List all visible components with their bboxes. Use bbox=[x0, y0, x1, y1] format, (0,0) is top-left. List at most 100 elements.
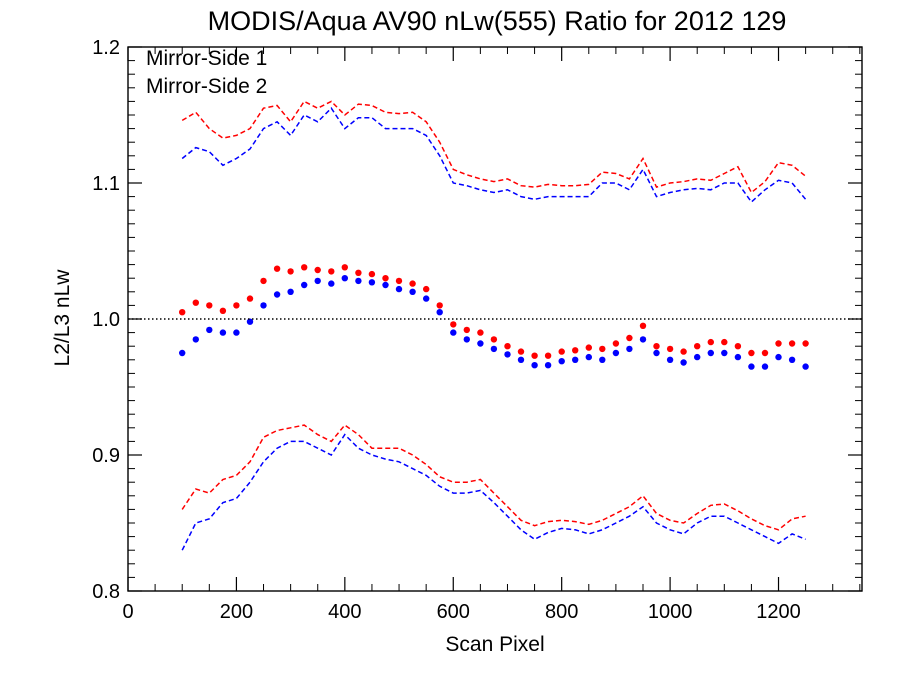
x-tick-label: 400 bbox=[328, 601, 361, 623]
series-line-mirror-side-2-lower bbox=[181, 424, 806, 531]
series-layer bbox=[179, 100, 809, 551]
data-point bbox=[680, 348, 687, 355]
data-point bbox=[531, 362, 538, 369]
data-point bbox=[273, 265, 281, 272]
data-point bbox=[246, 295, 254, 302]
y-tick-label: 1.1 bbox=[92, 173, 120, 195]
axis-layer: 0 200 400 600 800 1000 1200 0.8 0.9 1.0 1.1 1.2 bbox=[92, 37, 863, 623]
y-tick-label: 0.8 bbox=[92, 581, 120, 603]
data-point bbox=[517, 348, 525, 355]
data-point bbox=[802, 340, 809, 347]
data-point bbox=[626, 334, 633, 342]
data-point bbox=[301, 281, 308, 289]
data-point bbox=[409, 288, 416, 295]
data-point bbox=[572, 356, 579, 363]
y-axis-label: L2/L3 nLw bbox=[51, 269, 74, 367]
data-point bbox=[504, 343, 511, 350]
data-point bbox=[450, 321, 457, 328]
data-point bbox=[721, 349, 728, 357]
legend-item-mirror-side-2: Mirror-Side 2 bbox=[146, 75, 267, 98]
data-point bbox=[287, 268, 294, 275]
data-point bbox=[219, 329, 227, 336]
data-point bbox=[653, 343, 660, 350]
data-point bbox=[802, 363, 809, 370]
data-point bbox=[273, 291, 281, 298]
data-point bbox=[436, 309, 443, 316]
data-point bbox=[423, 285, 430, 293]
data-point bbox=[517, 356, 525, 363]
data-point bbox=[490, 345, 498, 353]
data-point bbox=[721, 338, 728, 346]
data-point bbox=[599, 356, 606, 363]
data-point bbox=[260, 277, 267, 285]
data-point bbox=[246, 318, 254, 325]
data-point bbox=[653, 349, 660, 357]
data-point bbox=[355, 277, 362, 285]
data-point bbox=[409, 280, 416, 287]
data-point bbox=[599, 345, 606, 353]
plot-frame bbox=[127, 46, 863, 592]
data-point bbox=[477, 340, 484, 347]
data-point bbox=[395, 285, 403, 293]
data-point bbox=[301, 264, 308, 271]
legend: Mirror-Side 1 Mirror-Side 2 bbox=[146, 47, 267, 98]
data-point bbox=[612, 349, 620, 357]
data-point bbox=[490, 336, 498, 343]
data-point bbox=[355, 269, 362, 276]
series-points-mirror-side-2 bbox=[179, 264, 809, 359]
data-point bbox=[233, 302, 240, 309]
data-point bbox=[423, 295, 430, 302]
data-point bbox=[179, 349, 186, 357]
data-point bbox=[694, 353, 701, 361]
data-point bbox=[260, 302, 267, 309]
data-point bbox=[504, 351, 511, 358]
x-tick-label: 0 bbox=[122, 601, 133, 623]
data-point bbox=[368, 279, 376, 286]
data-point bbox=[666, 356, 674, 363]
data-point bbox=[368, 270, 376, 278]
data-point bbox=[558, 348, 565, 355]
data-point bbox=[206, 326, 213, 334]
data-point bbox=[734, 353, 742, 361]
data-point bbox=[544, 352, 552, 359]
data-point bbox=[206, 302, 213, 309]
data-point bbox=[531, 352, 538, 359]
data-point bbox=[287, 288, 294, 295]
data-point bbox=[734, 343, 742, 350]
series-points-mirror-side-1 bbox=[179, 275, 809, 370]
data-point bbox=[382, 275, 389, 282]
data-point bbox=[450, 329, 457, 336]
data-point bbox=[179, 309, 186, 316]
y-tick-label: 1.0 bbox=[92, 309, 120, 331]
data-point bbox=[748, 363, 755, 370]
data-point bbox=[219, 307, 227, 314]
data-point bbox=[341, 264, 348, 271]
x-axis-label: Scan Pixel bbox=[445, 633, 544, 656]
data-point bbox=[233, 329, 240, 336]
x-tick-label: 1200 bbox=[756, 601, 801, 623]
data-point bbox=[748, 349, 755, 357]
data-point bbox=[192, 299, 199, 306]
data-point bbox=[463, 326, 470, 334]
data-point bbox=[775, 340, 782, 347]
data-point bbox=[585, 344, 592, 351]
data-point bbox=[558, 358, 565, 365]
y-tick-label: 0.9 bbox=[92, 445, 120, 467]
data-point bbox=[463, 336, 470, 343]
data-point bbox=[395, 277, 403, 285]
data-point bbox=[639, 322, 647, 329]
data-point bbox=[314, 277, 321, 285]
data-point bbox=[761, 363, 769, 370]
data-point bbox=[477, 329, 484, 336]
y-tick-label: 1.2 bbox=[92, 37, 120, 59]
data-point bbox=[585, 353, 592, 361]
data-point bbox=[707, 349, 714, 357]
data-point bbox=[192, 336, 199, 343]
chart-title: MODIS/Aqua AV90 nLw(555) Ratio for 2012 … bbox=[208, 6, 787, 36]
data-point bbox=[639, 336, 647, 343]
series-line-mirror-side-2-upper bbox=[181, 100, 807, 194]
data-point bbox=[341, 275, 348, 282]
series-line-mirror-side-1-upper bbox=[181, 107, 807, 204]
data-point bbox=[761, 349, 769, 357]
